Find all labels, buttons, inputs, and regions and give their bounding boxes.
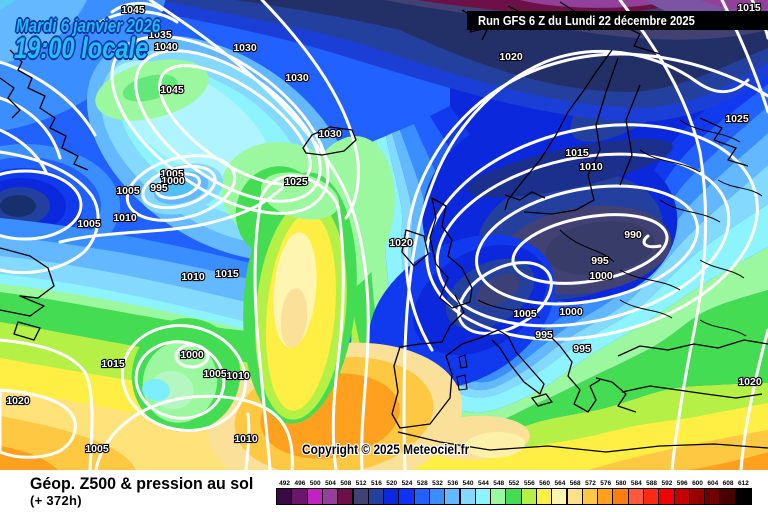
svg-text:1020: 1020 xyxy=(738,376,762,388)
svg-text:995: 995 xyxy=(591,255,609,267)
svg-text:1025: 1025 xyxy=(725,113,749,125)
svg-text:1035: 1035 xyxy=(148,29,172,41)
svg-text:1000: 1000 xyxy=(589,270,613,282)
svg-text:1010: 1010 xyxy=(113,212,137,224)
svg-text:1020: 1020 xyxy=(6,395,30,407)
svg-text:1005: 1005 xyxy=(160,168,184,180)
svg-text:1000: 1000 xyxy=(180,349,204,361)
svg-text:1045: 1045 xyxy=(121,4,145,16)
svg-text:1005: 1005 xyxy=(203,368,227,380)
svg-text:995: 995 xyxy=(573,343,591,355)
svg-text:1020: 1020 xyxy=(389,237,413,249)
svg-text:1010: 1010 xyxy=(234,433,258,445)
svg-text:1005: 1005 xyxy=(85,443,109,455)
svg-text:1030: 1030 xyxy=(318,128,342,140)
svg-text:1045: 1045 xyxy=(160,84,184,96)
svg-text:1000: 1000 xyxy=(559,306,583,318)
svg-text:1010: 1010 xyxy=(226,370,250,382)
svg-text:1015: 1015 xyxy=(101,358,125,370)
svg-text:1020: 1020 xyxy=(499,51,523,63)
svg-text:1030: 1030 xyxy=(285,72,309,84)
svg-text:1005: 1005 xyxy=(116,185,140,197)
svg-text:1015: 1015 xyxy=(215,268,239,280)
svg-text:1010: 1010 xyxy=(181,271,205,283)
svg-text:1005: 1005 xyxy=(513,308,537,320)
svg-text:995: 995 xyxy=(150,182,168,194)
svg-text:1010: 1010 xyxy=(579,161,603,173)
svg-text:990: 990 xyxy=(624,229,642,241)
svg-text:1005: 1005 xyxy=(77,218,101,230)
svg-text:1030: 1030 xyxy=(233,42,257,54)
svg-text:1025: 1025 xyxy=(284,176,308,188)
svg-text:995: 995 xyxy=(535,329,553,341)
svg-text:1015: 1015 xyxy=(565,147,589,159)
svg-text:1040: 1040 xyxy=(154,41,178,53)
svg-text:1000: 1000 xyxy=(161,175,185,187)
